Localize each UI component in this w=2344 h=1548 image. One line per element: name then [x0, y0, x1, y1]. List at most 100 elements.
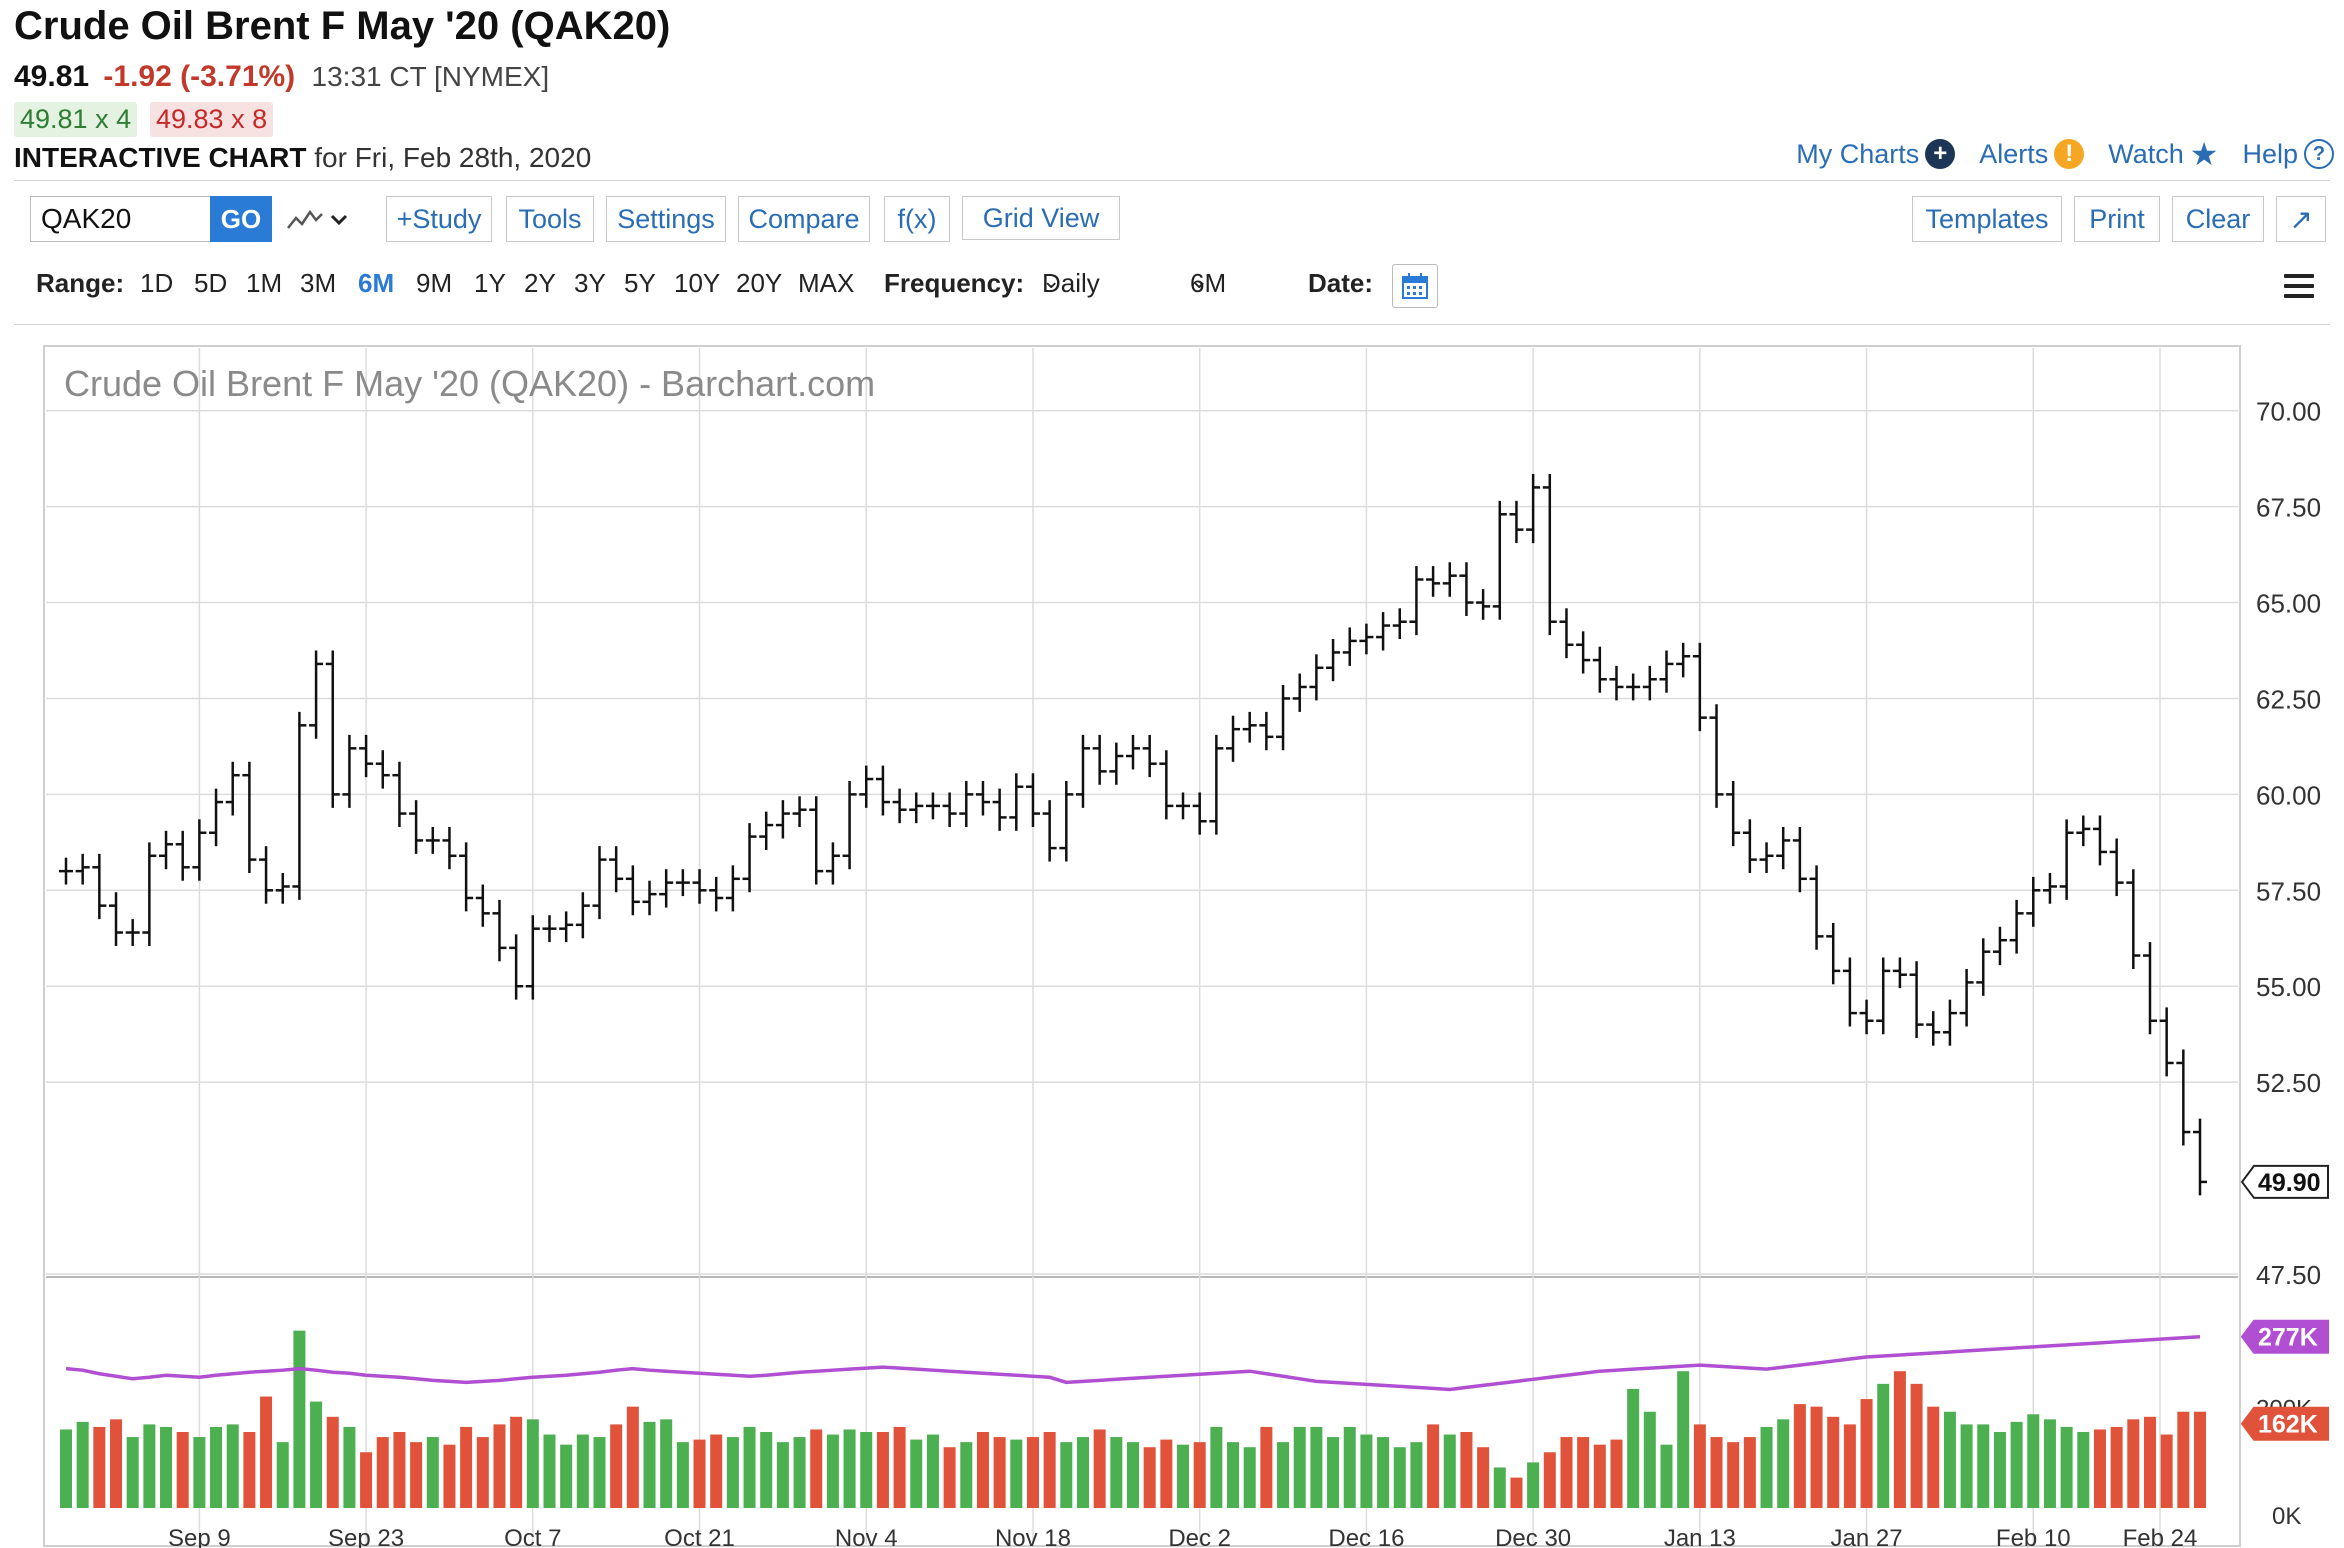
avg-volume-tag: 277K: [2240, 1319, 2329, 1354]
price-volume-chart[interactable]: Crude Oil Brent F May '20 (QAK20) - Barc…: [0, 340, 2344, 1548]
volume-bar: [1443, 1434, 1456, 1508]
volume-bar: [160, 1426, 173, 1508]
volume-bar: [760, 1432, 773, 1508]
alerts-link[interactable]: Alerts !: [1979, 138, 2085, 170]
chevron-down-icon: ⌄: [1190, 268, 1209, 293]
ohlc-bar: [359, 734, 374, 778]
last-volume-tag: 162K: [2240, 1406, 2329, 1441]
last-price-tag-text: 49.90: [2258, 1169, 2321, 1197]
volume-bar: [393, 1432, 406, 1508]
ohlc-bar: [2026, 876, 2041, 927]
range-1d[interactable]: 1D: [140, 268, 174, 298]
ohlc-bar: [342, 734, 357, 808]
alerts-label: Alerts: [1979, 138, 2049, 169]
range-9m[interactable]: 9M: [416, 268, 453, 298]
calendar-icon: [1402, 273, 1428, 299]
ohlc-bar: [1059, 780, 1074, 862]
ohlc-bar: [1726, 780, 1741, 847]
ohlc-bar: [542, 915, 557, 943]
volume-bar: [1560, 1437, 1573, 1508]
ohlc-bar: [2076, 815, 2091, 847]
compare-button[interactable]: Compare: [738, 196, 870, 242]
watch-link[interactable]: Watch ★: [2108, 138, 2218, 170]
volume-bar: [326, 1416, 339, 1508]
settings-button[interactable]: Settings: [606, 196, 726, 242]
print-button[interactable]: Print: [2074, 196, 2160, 242]
price-tick-label: 65.00: [2256, 589, 2321, 619]
interactive-chart-label: INTERACTIVE CHART: [14, 142, 307, 173]
volume-bar: [1177, 1444, 1190, 1508]
ohlc-bar: [1209, 734, 1224, 835]
volume-bar: [426, 1437, 439, 1508]
symbol-input[interactable]: [30, 196, 210, 242]
go-button[interactable]: GO: [210, 196, 272, 242]
range-2y[interactable]: 2Y: [524, 268, 556, 298]
help-link[interactable]: Help ?: [2242, 138, 2334, 170]
ohlc-bar: [525, 915, 540, 1000]
volume-bar: [1927, 1406, 1940, 1508]
add-study-button[interactable]: +Study: [386, 196, 492, 242]
ohlc-bar: [825, 842, 840, 885]
ohlc-bar: [1442, 562, 1457, 597]
last-volume-tag-text: 162K: [2258, 1411, 2318, 1439]
volume-bar: [1193, 1442, 1206, 1508]
tools-button[interactable]: Tools: [506, 196, 594, 242]
range-3y[interactable]: 3Y: [574, 268, 606, 298]
ohlc-bar: [675, 869, 690, 897]
ohlc-bar: [1742, 819, 1757, 874]
range-20y[interactable]: 20Y: [736, 268, 783, 298]
ohlc-bar: [692, 869, 707, 904]
ohlc-bar: [809, 796, 824, 885]
ohlc-bar: [725, 865, 740, 912]
ohlc-bar: [1509, 500, 1524, 544]
volume-bar: [343, 1426, 356, 1508]
ohlc-bar: [1776, 827, 1791, 870]
range-5d[interactable]: 5D: [194, 268, 228, 298]
volume-bar: [2194, 1411, 2206, 1508]
range-1y[interactable]: 1Y: [474, 268, 506, 298]
expand-icon[interactable]: ↗: [2276, 196, 2326, 242]
ohlc-bar: [1942, 999, 1957, 1046]
range-10y[interactable]: 10Y: [674, 268, 721, 298]
price-axis: 70.00 67.50 65.00 62.50 60.00 57.50 55.00 52.50…: [2240, 397, 2329, 1530]
chart-type-dropdown[interactable]: [284, 202, 350, 238]
range-6m[interactable]: 6M: [358, 268, 395, 298]
volume-bar: [1043, 1432, 1056, 1508]
plus-icon: +: [1925, 139, 1956, 169]
ohlc-bar: [1826, 922, 1841, 985]
volume-bar: [1010, 1439, 1023, 1508]
ohlc-bar: [1992, 926, 2007, 966]
range-max[interactable]: MAX: [798, 268, 855, 298]
templates-button[interactable]: Templates: [1912, 196, 2062, 242]
range-5y[interactable]: 5Y: [624, 268, 656, 298]
volume-bar: [443, 1444, 456, 1508]
ohlc-bar: [1376, 612, 1391, 651]
volume-bar: [976, 1432, 989, 1508]
calendar-button[interactable]: [1392, 264, 1438, 308]
frequency-label: Frequency:: [884, 268, 1025, 298]
menu-icon[interactable]: [2284, 274, 2314, 300]
frequency-value: Daily: [1042, 268, 1100, 298]
volume-bar: [1943, 1411, 1956, 1508]
volume-bar: [1127, 1442, 1139, 1508]
range-1m[interactable]: 1M: [246, 268, 283, 298]
volume-bar: [460, 1426, 473, 1508]
volume-bar: [1543, 1452, 1556, 1508]
volume-bar: [576, 1434, 589, 1508]
my-charts-link[interactable]: My Charts +: [1796, 138, 1956, 170]
date-tick-label: Nov 18: [995, 1525, 1071, 1548]
ohlc-bar: [509, 934, 524, 1000]
clear-button[interactable]: Clear: [2172, 196, 2264, 242]
ohlc-bar: [792, 796, 807, 827]
function-button[interactable]: f(x): [884, 196, 950, 242]
volume-bar: [510, 1416, 523, 1508]
ohlc-bar: [842, 780, 857, 870]
volume-bar: [1393, 1447, 1406, 1508]
range-3m[interactable]: 3M: [300, 268, 337, 298]
ohlc-bar: [1876, 957, 1891, 1035]
ohlc-bar: [2109, 838, 2124, 897]
grid-view-button[interactable]: Grid View: [962, 196, 1120, 240]
volume-bar: [1327, 1437, 1340, 1508]
ohlc-bar: [1926, 1011, 1941, 1046]
volume-bar: [1860, 1399, 1873, 1508]
